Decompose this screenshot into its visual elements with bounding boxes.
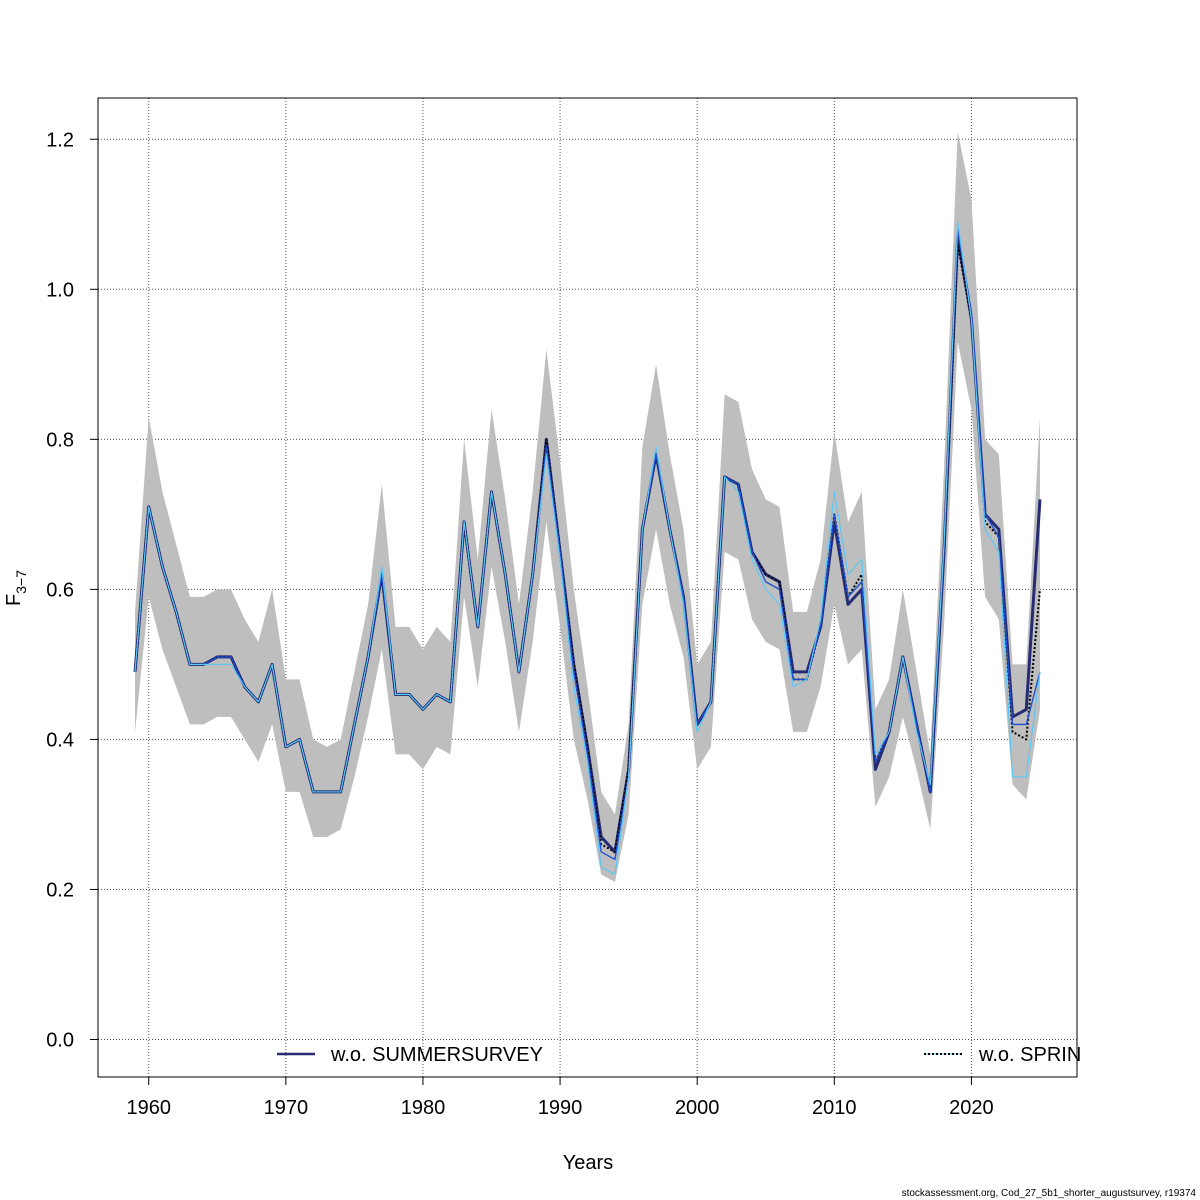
x-tick-label: 2010 <box>812 1097 857 1119</box>
plot-frame <box>97 97 1078 1078</box>
y-tick-label: 0.2 <box>46 879 74 901</box>
footer-caption: stockassessment.org, Cod_27_5b1_shorter_… <box>902 1188 1197 1199</box>
x-tick-label: 1970 <box>264 1097 309 1119</box>
x-tick-label: 1990 <box>538 1097 583 1119</box>
x-tick-label: 1960 <box>126 1097 171 1119</box>
y-tick-label: 1.0 <box>46 279 74 301</box>
legend-label-summersurvey: w.o. SUMMERSURVEY <box>330 1044 543 1066</box>
series-line-4 <box>134 221 1041 876</box>
y-tick-label: 0.8 <box>46 429 74 451</box>
x-axis: 1960 1970 1980 1990 2000 2010 2020 <box>126 1076 994 1119</box>
y-axis-title: F3−7 <box>3 570 29 606</box>
x-axis-title: Years <box>563 1152 613 1174</box>
x-tick-label: 2000 <box>675 1097 720 1119</box>
grid-lines <box>98 98 1077 1077</box>
y-tick-label: 0.6 <box>46 579 74 601</box>
legend-label-springsurvey: w.o. SPRIN <box>978 1044 1081 1066</box>
y-axis-title-sub: 3−7 <box>13 570 29 594</box>
y-axis: 0.0 0.2 0.4 0.6 0.8 1.0 1.2 <box>46 129 98 1051</box>
legend: w.o. SUMMERSURVEY w.o. SPRIN <box>277 1044 1081 1066</box>
series-lines <box>133 221 1042 876</box>
y-tick-label: 1.2 <box>46 129 74 151</box>
y-tick-label: 0.4 <box>46 729 74 751</box>
x-tick-label: 1980 <box>401 1097 446 1119</box>
x-tick-label: 2020 <box>949 1097 994 1119</box>
confidence-band-group <box>135 131 1040 882</box>
legend-item-summersurvey: w.o. SUMMERSURVEY <box>277 1044 543 1066</box>
y-axis-title-main: F <box>3 594 25 606</box>
confidence-band <box>135 131 1040 882</box>
legend-item-springsurvey: w.o. SPRIN <box>924 1044 1081 1066</box>
svg-text:F3−7: F3−7 <box>3 570 29 606</box>
y-tick-label: 0.0 <box>46 1029 74 1051</box>
